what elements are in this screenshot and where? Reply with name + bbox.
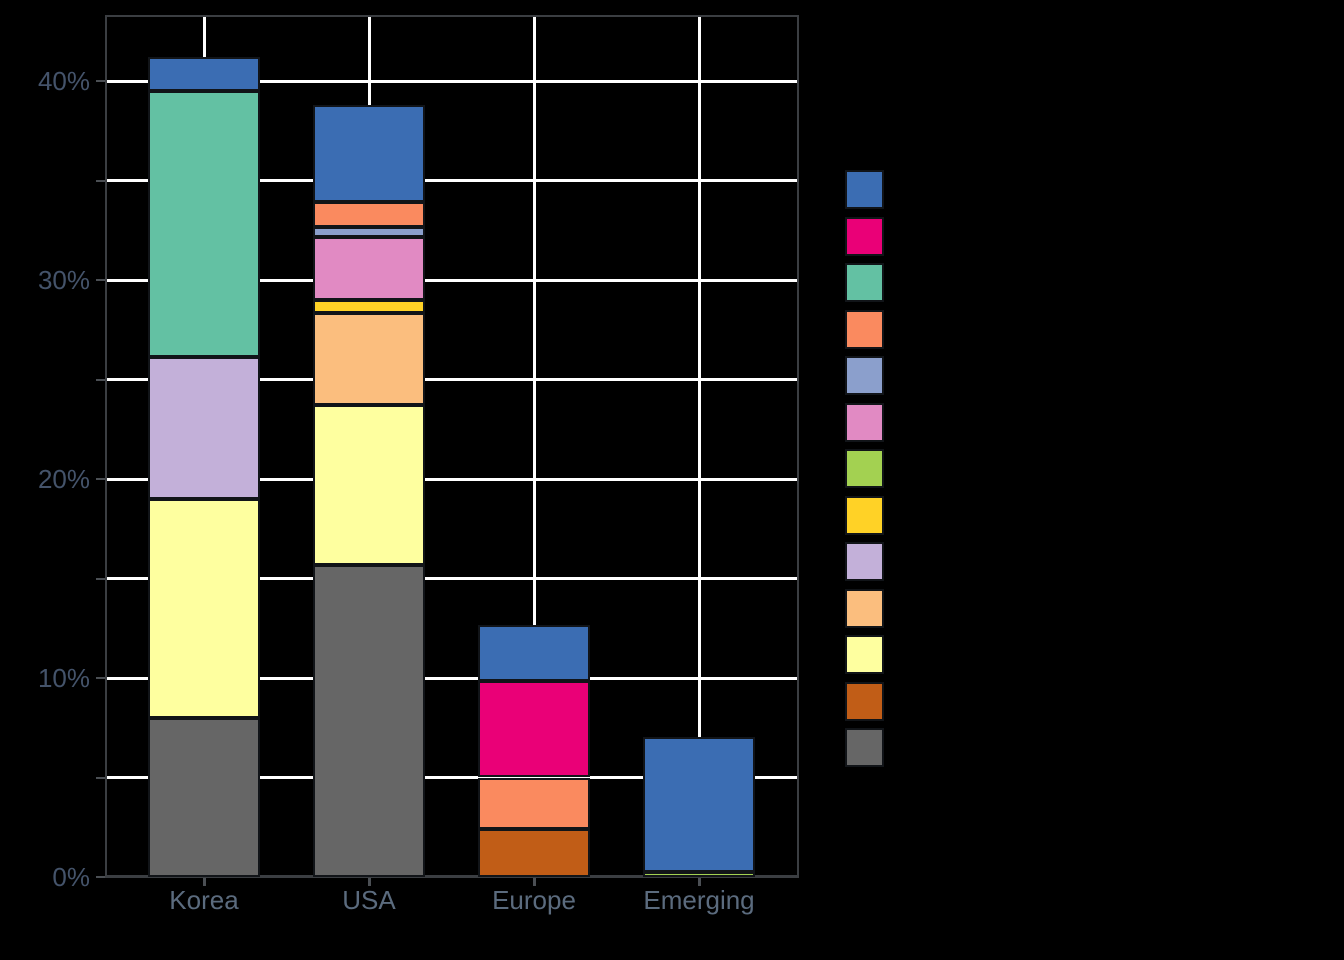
y-gridline — [105, 577, 799, 580]
bar-segment-usa-light-yellow[interactable] — [313, 405, 425, 565]
plot-border-left — [105, 15, 107, 877]
bar-segment-europe-magenta[interactable] — [478, 680, 590, 778]
legend-swatch-orchid[interactable] — [845, 402, 884, 442]
bar-segment-korea-lavender[interactable] — [148, 356, 260, 499]
bar-segment-europe-brown[interactable] — [478, 829, 590, 877]
x-gridline — [532, 15, 536, 877]
y-tick-label: 30% — [37, 265, 90, 295]
x-tick-label-usa: USA — [342, 885, 396, 915]
y-tick-label: 20% — [37, 464, 90, 494]
x-tick-label-emerging: Emerging — [643, 885, 755, 915]
bar-segment-usa-periwinkle[interactable] — [313, 227, 425, 238]
y-tick-mark — [96, 876, 105, 878]
y-gridline — [105, 179, 799, 182]
legend-swatch-brown[interactable] — [845, 681, 884, 721]
y-gridline — [105, 278, 799, 282]
x-axis-line — [105, 875, 799, 878]
x-gridline — [697, 15, 701, 877]
y-tick-label: 10% — [37, 663, 90, 693]
legend-swatch-teal[interactable] — [845, 263, 884, 302]
bar-segment-usa-gray[interactable] — [313, 564, 425, 877]
bar-segment-emerging-yellow-green[interactable] — [643, 872, 755, 877]
y-tick-mark — [96, 577, 105, 580]
bar-segment-emerging-blue[interactable] — [643, 736, 755, 873]
bar-segment-usa-orchid[interactable] — [313, 237, 425, 300]
legend-swatch-gray[interactable] — [845, 728, 884, 767]
bar-segment-europe-salmon[interactable] — [478, 777, 590, 830]
legend-swatch-blue[interactable] — [845, 170, 884, 209]
x-tick-mark — [367, 878, 371, 886]
bar-segment-korea-gray[interactable] — [148, 717, 260, 877]
y-gridline — [105, 79, 799, 83]
bar-segment-korea-blue[interactable] — [148, 57, 260, 91]
y-tick-label: 0% — [52, 862, 90, 892]
x-tick-mark — [697, 878, 701, 886]
legend-swatch-salmon[interactable] — [845, 309, 884, 349]
y-gridline — [105, 378, 799, 381]
legend-swatch-peach[interactable] — [845, 588, 884, 628]
y-gridline — [105, 477, 799, 481]
legend-swatch-light-yellow[interactable] — [845, 635, 884, 674]
y-tick-mark — [96, 279, 105, 281]
x-tick-mark — [202, 878, 206, 886]
y-tick-mark — [96, 179, 105, 182]
legend-swatch-lavender[interactable] — [845, 542, 884, 581]
plot-border-right — [797, 15, 799, 877]
bar-segment-usa-gold[interactable] — [313, 299, 425, 313]
plot-border-top — [105, 15, 799, 17]
legend-swatch-gold[interactable] — [845, 495, 884, 535]
bar-segment-usa-blue[interactable] — [313, 104, 425, 203]
y-tick-mark — [96, 776, 105, 779]
legend — [845, 170, 884, 767]
bar-segment-usa-salmon[interactable] — [313, 202, 425, 228]
y-tick-mark — [96, 80, 105, 82]
y-gridline — [105, 776, 799, 779]
y-tick-label: 40% — [37, 66, 90, 96]
y-tick-mark — [96, 677, 105, 679]
x-tick-label-europe: Europe — [492, 885, 576, 915]
bar-segment-usa-peach[interactable] — [313, 312, 425, 406]
legend-swatch-yellow-green[interactable] — [845, 449, 884, 488]
legend-swatch-magenta[interactable] — [845, 216, 884, 256]
y-tick-mark — [96, 378, 105, 381]
x-tick-label-korea: Korea — [169, 885, 239, 915]
bar-segment-europe-blue[interactable] — [478, 625, 590, 681]
bar-segment-korea-teal[interactable] — [148, 90, 260, 357]
legend-swatch-periwinkle[interactable] — [845, 356, 884, 395]
y-gridline — [105, 676, 799, 680]
bar-segment-korea-light-yellow[interactable] — [148, 498, 260, 718]
x-tick-mark — [532, 878, 536, 886]
y-tick-mark — [96, 478, 105, 480]
